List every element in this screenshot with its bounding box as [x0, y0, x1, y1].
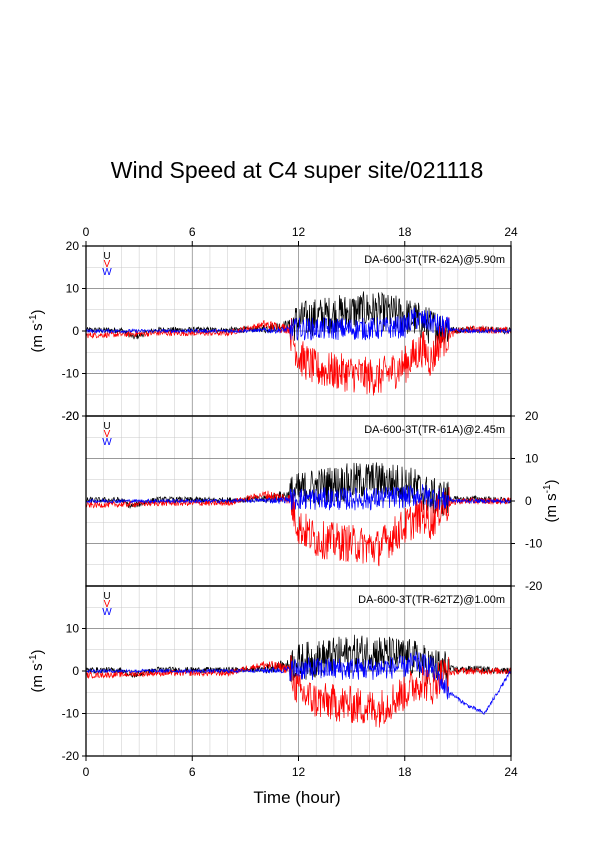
legend-v: V	[104, 259, 111, 270]
series-line-v	[86, 487, 511, 567]
series-group	[86, 291, 511, 396]
x-tick-label-top: 24	[504, 225, 518, 239]
x-tick-label-top: 0	[83, 225, 90, 239]
y-tick-label: -20	[62, 749, 80, 763]
legend-w: W	[102, 267, 112, 278]
y-tick-label: -10	[525, 537, 543, 551]
y-axis-label: (m s-1)	[542, 479, 560, 522]
series-line-v	[86, 317, 511, 396]
legend-v: V	[104, 429, 111, 440]
legend-u: U	[103, 421, 110, 432]
series-line-w	[86, 651, 511, 716]
x-axis-label: Time (hour)	[253, 788, 340, 807]
series-line-w	[86, 484, 511, 511]
y-axis-label: (m s-1)	[28, 649, 46, 692]
legend-v: V	[104, 599, 111, 610]
y-tick-label: 0	[72, 664, 79, 678]
panels-layer: -20 -10 0 10 20 (m s-1) DA-600-3T(TR-62A)@5.90…	[28, 225, 560, 779]
panel-label: DA-600-3T(TR-62A)@5.90m	[364, 254, 505, 266]
y-tick-label: 20	[525, 409, 539, 423]
y-tick-label: -20	[525, 579, 543, 593]
panel-2: -20 -10 0 10 20 -20 (m s-1) DA-600-3T(TR-61A)@2…	[62, 409, 560, 593]
series-group	[86, 634, 511, 728]
x-tick-label-top: 6	[189, 225, 196, 239]
y-tick-label: -10	[62, 707, 80, 721]
legend-u: U	[103, 251, 110, 262]
y-tick-label: 10	[525, 452, 539, 466]
y-tick-label: 20	[66, 239, 80, 253]
series-line-u	[86, 462, 511, 517]
legend-u: U	[103, 591, 110, 602]
y-tick-label: 0	[72, 324, 79, 338]
series-line-v	[86, 655, 511, 728]
legend-w: W	[102, 607, 112, 618]
y-tick-label: -20	[62, 409, 80, 423]
y-tick-label: 0	[525, 494, 532, 508]
y-tick-label: 10	[66, 282, 80, 296]
x-tick-label-bottom: 6	[189, 765, 196, 779]
y-axis-label: (m s-1)	[28, 309, 46, 352]
y-tick-label: -10	[62, 367, 80, 381]
x-tick-label-bottom: 12	[292, 765, 306, 779]
x-tick-label-bottom: 24	[504, 765, 518, 779]
panel-label: DA-600-3T(TR-61A)@2.45m	[364, 424, 505, 436]
chart-title: Wind Speed at C4 super site/021118	[111, 157, 484, 183]
series-group	[86, 462, 511, 567]
series-line-w	[86, 307, 511, 341]
y-tick-label: -20	[62, 409, 80, 423]
x-tick-label-top: 18	[398, 225, 412, 239]
x-tick-label-top: 12	[292, 225, 306, 239]
panel-1: -20 -10 0 10 20 (m s-1) DA-600-3T(TR-62A)@5.90…	[28, 239, 512, 423]
y-tick-label: 10	[66, 622, 80, 636]
legend-w: W	[102, 437, 112, 448]
x-tick-label-bottom: 18	[398, 765, 412, 779]
panel-label: DA-600-3T(TR-62TZ)@1.00m	[358, 594, 505, 606]
panel-3: -20 -10 0 10 (m s-1) DA-600-3T(TR-62TZ)@1.00m…	[28, 585, 512, 763]
x-tick-label-bottom: 0	[83, 765, 90, 779]
